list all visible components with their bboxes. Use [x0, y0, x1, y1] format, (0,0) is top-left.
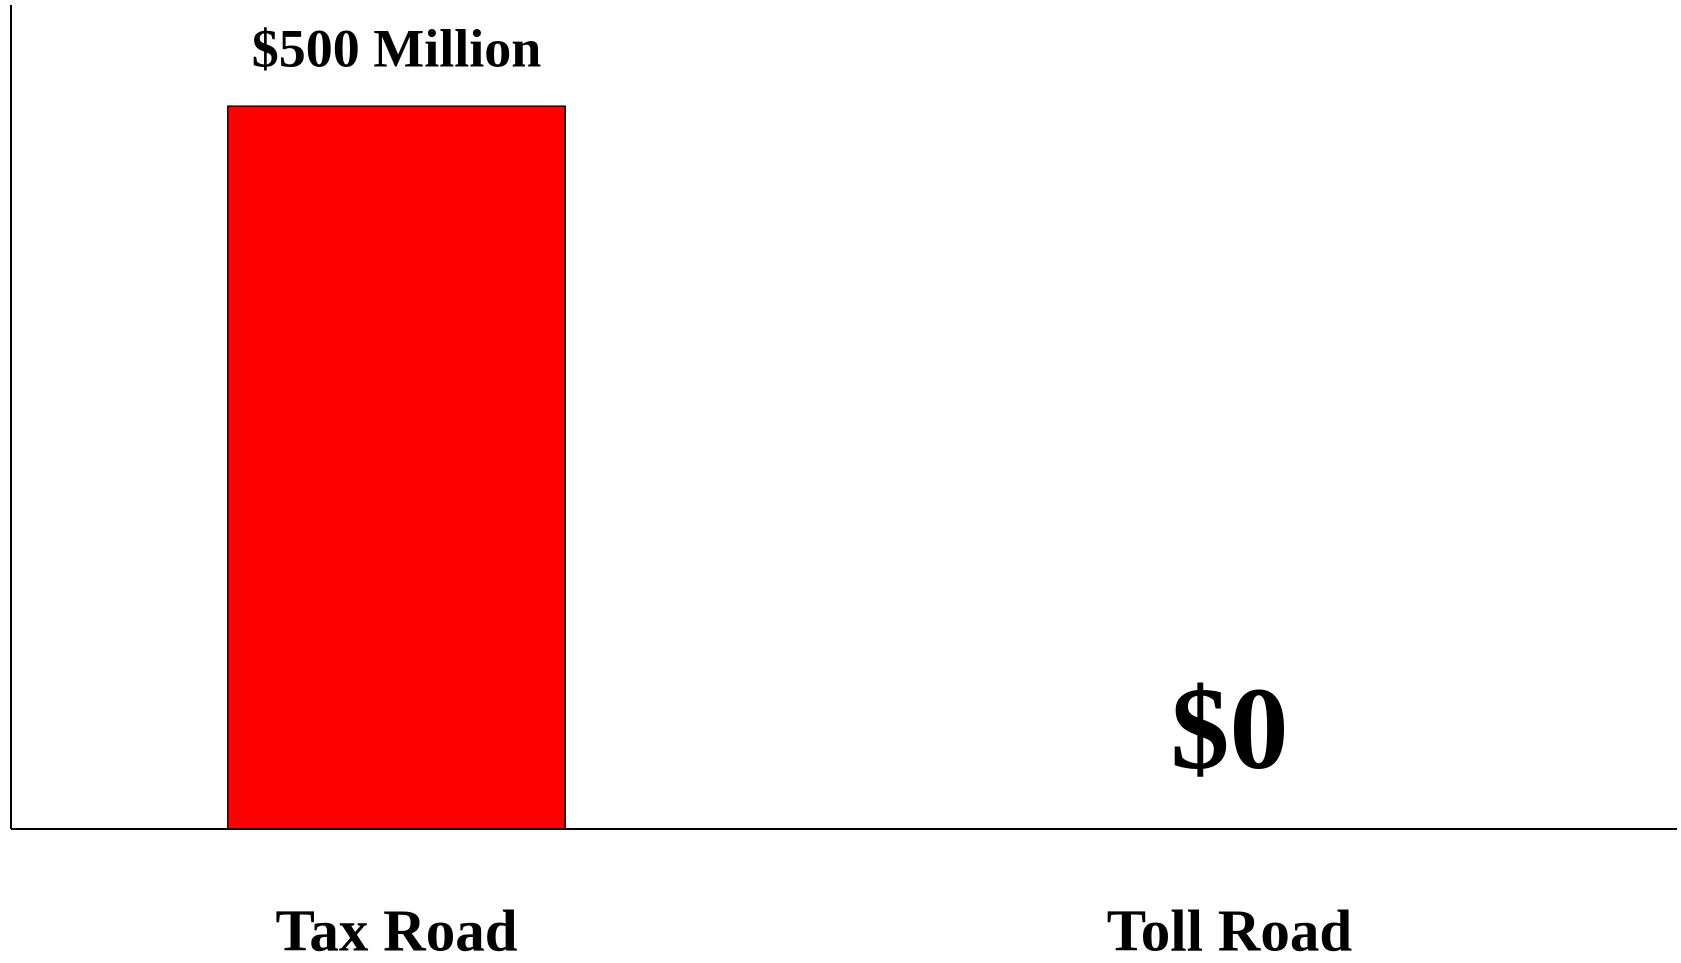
data-label: $500 Million — [252, 19, 542, 79]
data-label: $0 — [1171, 663, 1289, 794]
x-tick-label: Tax Road — [275, 898, 517, 963]
bar — [227, 105, 566, 830]
x-tick-label: Toll Road — [1107, 898, 1353, 963]
